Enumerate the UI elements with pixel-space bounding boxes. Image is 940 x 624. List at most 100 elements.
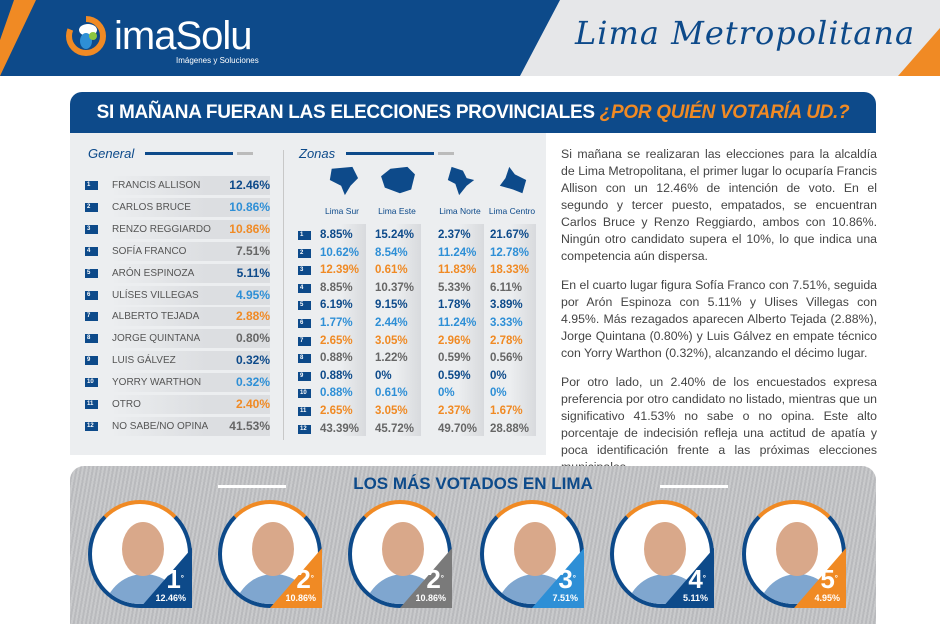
rank-badge: 11 (298, 407, 311, 416)
zone-map-icon (447, 166, 475, 196)
rank-badge: 2 (85, 202, 98, 212)
title-main: SI MAÑANA FUERAN LAS ELECCIONES PROVINCI… (96, 102, 595, 123)
zone-percent: 2.78% (490, 334, 523, 347)
candidate-name: ULÍSES VILLEGAS (110, 285, 270, 305)
candidate-name: LUIS GÁLVEZ (110, 351, 270, 371)
zone-percent: 12.39% (320, 264, 360, 277)
candidate-percent: 12.46% (155, 593, 186, 603)
zone-label: Lima Sur (324, 206, 359, 216)
top-candidates-title: LOS MÁS VOTADOS EN LIMA (353, 474, 593, 493)
zone-percent: 18.33% (490, 264, 530, 277)
rank-badge: 7 (85, 312, 98, 322)
candidate-percent: 4.95% (814, 593, 840, 603)
zone-percent: 1.77% (320, 317, 353, 329)
candidate-card: 2° 10.86% (218, 500, 322, 608)
rank-badge: 9 (85, 356, 98, 366)
general-row: 11 OTRO 2.40% (85, 395, 270, 414)
zone-row: 2 10.62% 8.54% 11.24% 12.78% (298, 245, 533, 262)
title-question: ¿POR QUIÉN VOTARÍA UD.? (599, 102, 850, 123)
zone-percent: 0% (490, 387, 507, 400)
rank-badge: 11 (85, 400, 98, 409)
candidate-name: JORGE QUINTANA (110, 329, 270, 349)
candidate-rank: 2° (296, 564, 314, 594)
region-title: Lima Metropolitana (575, 14, 916, 52)
candidate-rank: 2° (426, 564, 444, 594)
zonas-heading: Zonas (299, 146, 336, 161)
zone-percent: 11.24% (438, 317, 477, 329)
zone-percent: 28.88% (490, 422, 530, 435)
logo-subtitle: Imágenes y Soluciones (176, 56, 259, 65)
zone-percent: 3.33% (490, 317, 523, 329)
divider (218, 485, 286, 488)
zone-map-icon (329, 166, 359, 196)
zone-percent: 1.22% (375, 352, 408, 365)
zone-percent: 45.72% (375, 422, 415, 435)
candidate-percent: 2.88% (235, 309, 270, 324)
zone-percent: 11.83% (438, 264, 477, 277)
rank-badge: 4 (85, 246, 98, 256)
general-row: 6 ULÍSES VILLEGAS 4.95% (85, 285, 270, 305)
candidate-percent: 5.11% (236, 265, 270, 280)
candidate-name: OTRO (110, 395, 270, 414)
zone-percent: 0.59% (438, 352, 471, 365)
zone-percent: 0.56% (490, 352, 523, 365)
general-row: 8 JORGE QUINTANA 0.80% (85, 329, 270, 349)
candidate-name: ARÓN ESPINOZA (110, 263, 270, 283)
rank-badge: 7 (298, 336, 311, 346)
general-row: 7 ALBERTO TEJADA 2.88% (85, 307, 270, 327)
general-row: 3 RENZO REGGIARDO 10.86% (85, 219, 270, 239)
zone-label: Lima Este (378, 206, 416, 216)
zone-percent: 2.44% (375, 317, 408, 329)
candidate-photo (218, 500, 322, 608)
zone-percent: 2.65% (320, 405, 353, 417)
candidate-percent: 0.80% (235, 331, 270, 346)
candidate-percent: 7.51% (552, 593, 578, 603)
zone-percent: 3.89% (490, 299, 523, 312)
general-row: 5 ARÓN ESPINOZA 5.11% (85, 263, 270, 283)
zone-row: 11 2.65% 3.05% 2.37% 1.67% (298, 403, 533, 420)
column-shade (458, 224, 484, 436)
candidate-name: ALBERTO TEJADA (110, 307, 270, 327)
survey-title: SI MAÑANA FUERAN LAS ELECCIONES PROVINCI… (70, 92, 876, 133)
column-shade (510, 224, 536, 436)
candidate-percent: 2.40% (235, 397, 270, 411)
rank-badge: 6 (85, 290, 98, 300)
zone-percent: 43.39% (320, 422, 360, 435)
zone-percent: 15.24% (375, 229, 415, 241)
zone-label: Lima Centro (488, 206, 536, 216)
candidate-percent: 10.86% (415, 593, 446, 603)
candidate-name: YORRY WARTHON (110, 373, 270, 393)
general-row: 9 LUIS GÁLVEZ 0.32% (85, 351, 270, 371)
candidate-percent: 10.86% (229, 199, 270, 214)
zone-percent: 0% (438, 387, 455, 400)
rank-badge: 8 (298, 354, 311, 364)
candidate-percent: 4.95% (235, 287, 270, 302)
rank-badge: 5 (298, 301, 311, 311)
zone-percent: 0.88% (320, 387, 353, 400)
zone-percent: 5.33% (438, 281, 471, 294)
zone-percent: 2.37% (438, 405, 471, 417)
divider (145, 152, 253, 155)
candidate-percent: 41.53% (229, 418, 270, 433)
zone-percent: 6.11% (490, 281, 522, 294)
zone-percent: 1.78% (438, 299, 471, 312)
logo-icon (66, 16, 106, 56)
zone-percent: 21.67% (490, 229, 530, 241)
zone-percent: 0% (490, 369, 507, 382)
logo: imaSolu Imágenes y Soluciones (64, 14, 259, 65)
zone-percent: 0.59% (438, 369, 471, 382)
zone-percent: 0.88% (320, 352, 353, 365)
rank-badge: 10 (85, 378, 98, 388)
candidate-name: NO SABE/NO OPINA (110, 416, 270, 436)
candidate-photo (610, 500, 714, 608)
zone-percent: 0.61% (375, 264, 408, 277)
zone-row: 4 8.85% 10.37% 5.33% 6.11% (298, 280, 533, 297)
candidate-name: FRANCIS ALLISON (110, 176, 270, 195)
header: imaSolu Imágenes y Soluciones Lima Metro… (0, 0, 940, 76)
rank-badge: 12 (85, 421, 98, 431)
rank-badge: 10 (298, 389, 311, 399)
general-row: 1 FRANCIS ALLISON 12.46% (85, 176, 270, 195)
zone-row: 3 12.39% 0.61% 11.83% 18.33% (298, 262, 533, 279)
candidate-card: 1° 12.46% (88, 500, 192, 608)
candidate-percent: 10.86% (229, 221, 270, 236)
